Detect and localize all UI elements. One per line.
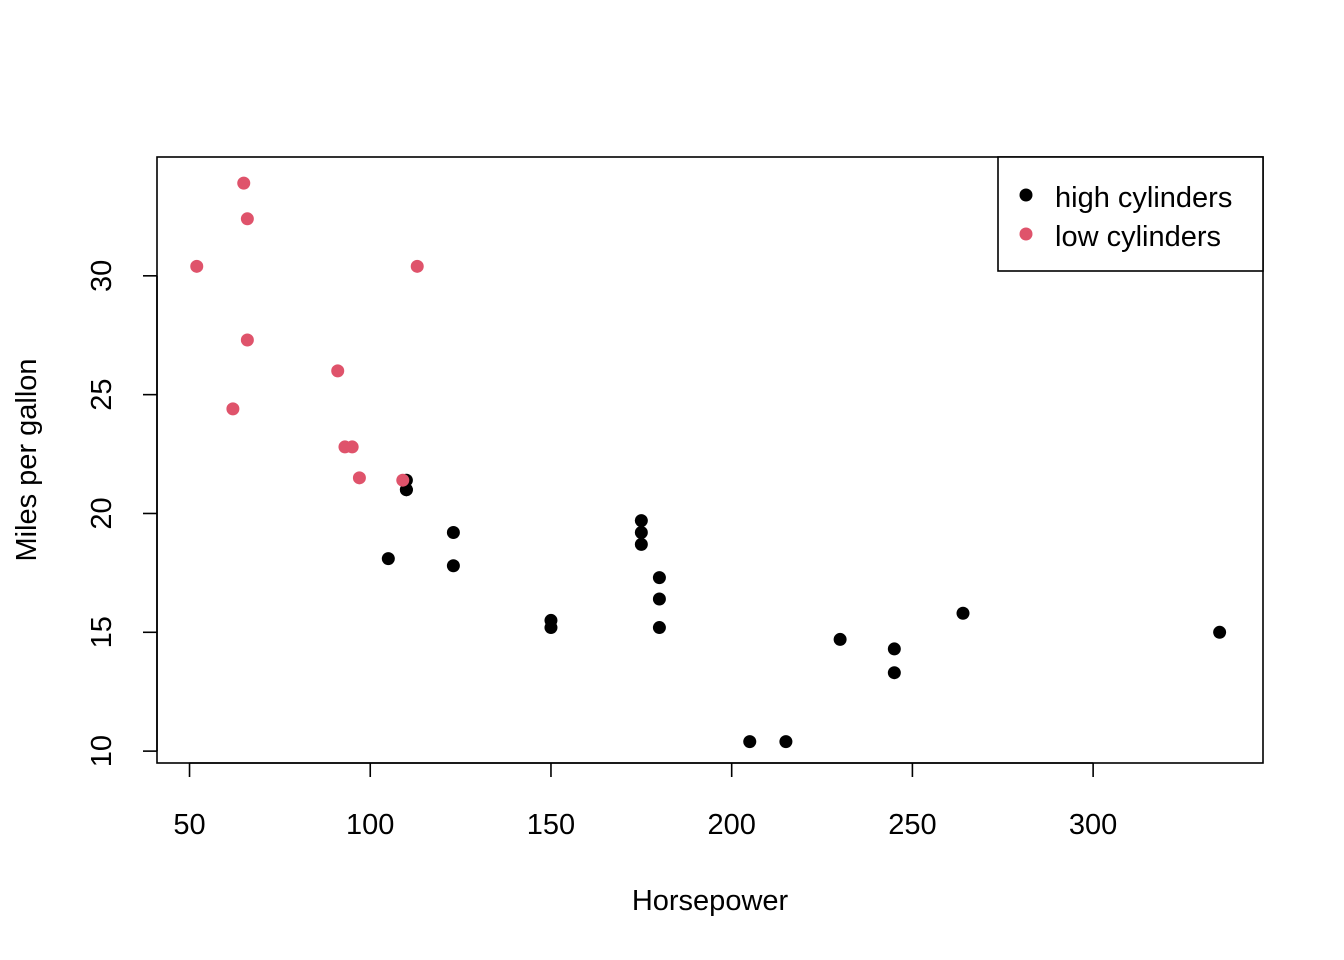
- y-axis: 10 15 20 25 30: [86, 260, 158, 767]
- point-low-cylinders: [352, 471, 366, 485]
- x-tick-label: 150: [527, 809, 575, 841]
- point-high-cylinders: [446, 559, 460, 573]
- y-tick-label: 20: [86, 497, 118, 529]
- point-high-cylinders: [743, 735, 757, 749]
- point-high-cylinders: [381, 552, 395, 566]
- point-high-cylinders: [652, 621, 666, 635]
- point-low-cylinders: [396, 473, 410, 487]
- point-low-cylinders: [226, 402, 240, 416]
- x-tick-label: 250: [888, 809, 936, 841]
- y-tick-label: 10: [86, 735, 118, 767]
- point-high-cylinders: [652, 592, 666, 606]
- legend-label-high-cylinders: high cylinders: [1055, 182, 1232, 214]
- data-points: [190, 176, 1227, 749]
- point-high-cylinders: [1213, 625, 1227, 639]
- point-low-cylinders: [190, 259, 204, 273]
- y-tick-label: 15: [86, 616, 118, 648]
- point-low-cylinders: [331, 364, 345, 378]
- point-high-cylinders: [887, 642, 901, 656]
- point-high-cylinders: [634, 525, 648, 539]
- point-high-cylinders: [887, 666, 901, 680]
- x-tick-label: 300: [1069, 809, 1117, 841]
- x-tick-label: 100: [346, 809, 394, 841]
- point-high-cylinders: [544, 621, 558, 635]
- point-low-cylinders: [345, 440, 359, 454]
- legend-marker-high-cylinders: [1019, 188, 1033, 202]
- x-tick-label: 200: [707, 809, 755, 841]
- point-high-cylinders: [446, 525, 460, 539]
- point-high-cylinders: [833, 632, 847, 646]
- point-low-cylinders: [240, 212, 254, 226]
- point-high-cylinders: [634, 514, 648, 528]
- y-tick-label: 30: [86, 260, 118, 292]
- legend-marker-low-cylinders: [1019, 227, 1033, 241]
- x-tick-label: 50: [173, 809, 205, 841]
- point-low-cylinders: [410, 259, 424, 273]
- x-axis-title: Horsepower: [632, 885, 789, 917]
- point-high-cylinders: [779, 735, 793, 749]
- x-axis: 50 100 150 200 250 300: [173, 762, 1117, 841]
- point-high-cylinders: [634, 537, 648, 551]
- point-low-cylinders: [237, 176, 251, 190]
- point-high-cylinders: [956, 606, 970, 620]
- legend: high cylinders low cylinders: [997, 156, 1264, 272]
- point-low-cylinders: [240, 333, 254, 347]
- point-high-cylinders: [652, 571, 666, 585]
- legend-box: [997, 156, 1264, 272]
- y-axis-title: Miles per gallon: [11, 358, 43, 561]
- y-tick-label: 25: [86, 379, 118, 411]
- legend-label-low-cylinders: low cylinders: [1055, 221, 1221, 253]
